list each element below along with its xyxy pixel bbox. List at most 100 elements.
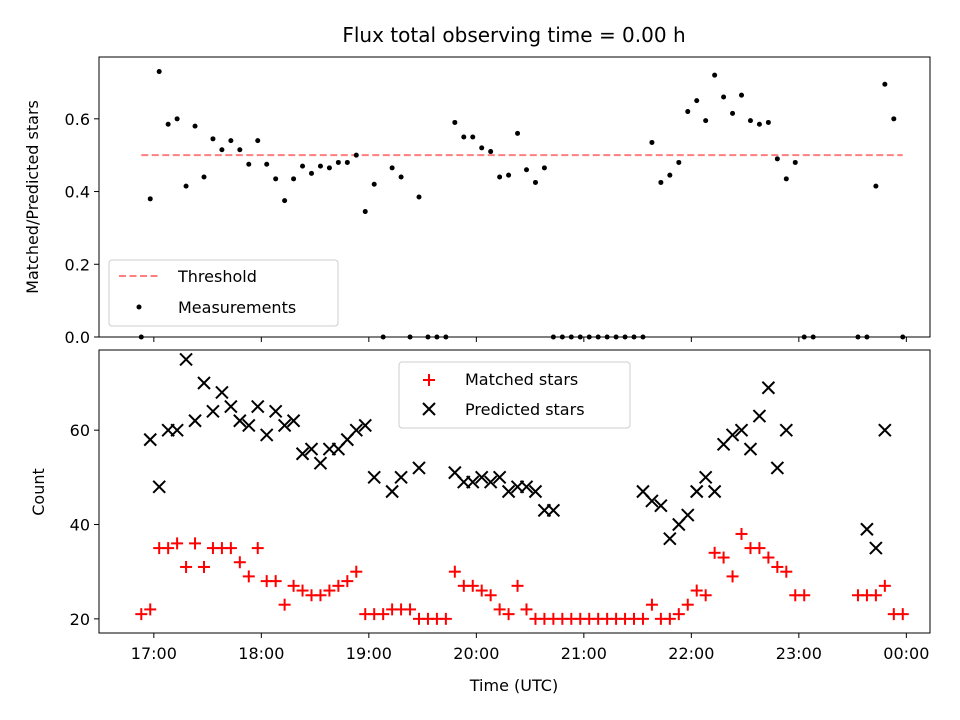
predicted-star-point: [528, 484, 543, 499]
predicted-star-point: [277, 418, 292, 433]
measurement-point: [389, 165, 395, 171]
matched-star-point: [708, 546, 721, 559]
measurement-point: [470, 134, 476, 140]
measurement-point: [452, 119, 458, 125]
top-y-tick-label: 0.6: [65, 110, 90, 129]
matched-star-point: [242, 570, 255, 583]
bottom-x-axis: 17:00 18:00 19:00 20:00 21:00 22:00 23:00 00:00: [131, 633, 929, 663]
measurement-point: [237, 147, 243, 153]
predicted-star-point: [304, 442, 319, 456]
measurement-point: [703, 118, 709, 124]
top-legend-box: [108, 259, 339, 327]
measurement-point: [300, 163, 306, 169]
measurements-legend-label: Measurements: [178, 298, 296, 317]
matched-star-point: [251, 542, 264, 555]
measurement-point: [219, 147, 225, 153]
x-tick-label: 21:00: [561, 644, 607, 663]
matched-star-point: [681, 598, 694, 611]
predicted-star-point: [761, 381, 776, 395]
top-x-axis: [153, 337, 907, 342]
threshold-legend-label: Threshold: [177, 267, 257, 286]
bottom-axes-frame: [98, 349, 931, 634]
top-y-tick-label: 0.0: [65, 328, 90, 347]
predicted-star-point: [170, 423, 184, 437]
matched-star-point: [180, 560, 193, 573]
predicted-star-point: [466, 475, 480, 489]
measurement-point: [282, 198, 288, 204]
matched-star-point: [341, 575, 354, 588]
matched-star-point: [663, 612, 676, 625]
predicted-star-point: [394, 470, 408, 485]
measurement-point: [156, 69, 162, 75]
predicted-star-point: [358, 418, 372, 433]
matched-star-point: [753, 542, 766, 555]
matched-star-point: [502, 608, 515, 621]
bottom-y-axis: 20 40 60: [70, 421, 99, 629]
matched-star-point: [798, 589, 811, 602]
measurement-point: [873, 183, 879, 189]
measurement-point: [174, 116, 180, 122]
matched-star-point: [726, 570, 739, 583]
measurement-point: [353, 152, 359, 158]
matched-star-point: [377, 608, 390, 621]
bottom-y-tick-label: 40: [70, 516, 90, 535]
chart-title: Flux total observing time = 0.00 h: [342, 23, 685, 47]
measurement-point: [398, 174, 404, 180]
predicted-star-point: [143, 432, 157, 447]
top-panel: 0.0 0.2 0.4 0.6 Matched/Predicted stars Thr…: [23, 56, 931, 347]
x-axis-label: Time (UTC): [469, 676, 558, 695]
measurement-point: [147, 196, 153, 202]
measurement-point: [891, 116, 897, 122]
predicted-star-point: [286, 414, 301, 428]
bottom-y-axis-label: Count: [29, 468, 48, 516]
matched-star-point: [869, 589, 882, 602]
measurement-point: [532, 179, 538, 185]
measurement-point: [658, 179, 664, 185]
x-tick-label: 23:00: [776, 644, 822, 663]
predicted-star-point: [224, 399, 238, 414]
predicted-star-point: [412, 461, 426, 475]
predicted-star-point: [385, 484, 399, 499]
matched-star-point: [189, 537, 202, 550]
matched-star-point: [224, 542, 237, 555]
predicted-star-point: [197, 376, 211, 390]
predicted-star-point: [779, 423, 794, 437]
matched-star-point: [269, 575, 282, 588]
matched-star-point: [466, 579, 479, 592]
measurement-point: [756, 121, 762, 127]
measurement-point: [461, 134, 467, 140]
predicted-star-point: [752, 409, 767, 423]
measurement-point: [246, 161, 252, 167]
measurement-point: [667, 172, 673, 178]
measurement-point: [685, 109, 691, 115]
measurement-point: [676, 159, 682, 165]
predicted-star-point: [878, 423, 892, 437]
predicted-star-point: [645, 494, 659, 508]
measurement-point: [721, 94, 727, 100]
measurement-point: [649, 139, 655, 145]
matched-star-point: [171, 537, 184, 550]
measurement-point: [694, 98, 700, 104]
matched-star-point: [636, 612, 649, 625]
matched-legend-label: Matched stars: [465, 370, 578, 389]
bottom-legend: Matched stars Predicted stars: [398, 361, 631, 429]
bottom-panel: 20 40 60 17:00 18:00 19:00 20:00 21:00 22:00 23:…: [29, 349, 931, 695]
x-tick-label: 22:00: [668, 644, 714, 663]
measurement-point: [541, 165, 547, 171]
top-legend: Threshold Measurements: [108, 259, 339, 327]
measurement-point: [326, 165, 332, 171]
matched-star-point: [771, 560, 784, 573]
measurement-point: [201, 174, 207, 180]
matched-star-point: [439, 612, 452, 625]
predicted-star-point: [313, 456, 328, 470]
top-axes-frame: [98, 56, 931, 338]
predicted-star-point: [519, 480, 534, 494]
matched-star-point: [233, 556, 246, 569]
predicted-star-point: [707, 484, 722, 499]
measurement-point: [183, 183, 189, 189]
measurement-point: [210, 136, 216, 142]
matched-star-point: [314, 589, 327, 602]
predicted-star-point: [654, 498, 668, 513]
predicted-star-point: [233, 414, 247, 428]
measurements-legend-marker: [136, 304, 142, 310]
